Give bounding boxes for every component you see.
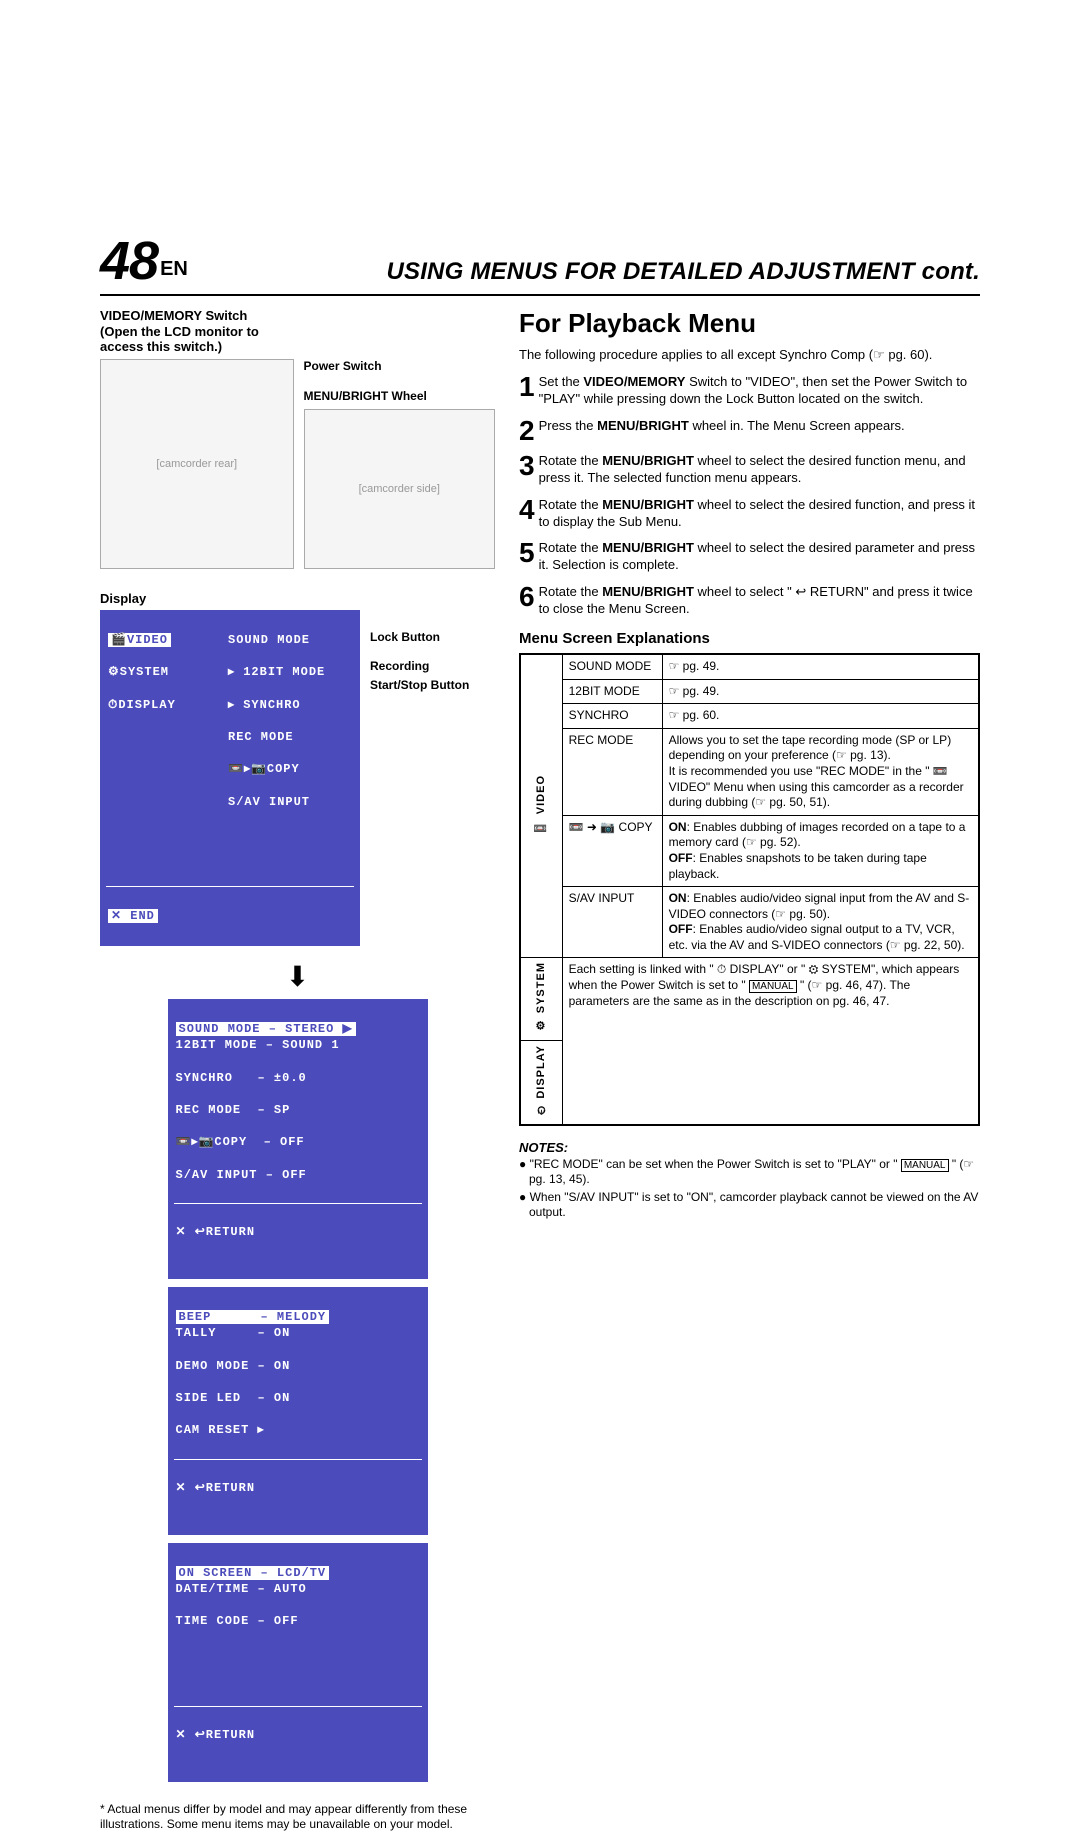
footnote: * Actual menus differ by model and may a… — [100, 1802, 495, 1832]
steps-list: 1 Set the VIDEO/MEMORY Switch to "VIDEO"… — [519, 374, 980, 618]
display-side-label: ⏱ DISPLAY — [520, 1041, 562, 1125]
table-row-value: Allows you to set the tape recording mod… — [662, 728, 979, 815]
table-row-key: SYNCHRO — [562, 704, 662, 729]
table-row-value: ☞ pg. 60. — [662, 704, 979, 729]
menu-screen-4: ON SCREEN – LCD/TV DATE/TIME – AUTO TIME… — [168, 1543, 428, 1782]
page-number: 48 — [100, 230, 158, 292]
recording-label: Recording — [370, 657, 469, 676]
video-side-label: 📼 VIDEO — [520, 654, 562, 958]
start-stop-label: Start/Stop Button — [370, 676, 469, 695]
table-row-key: S/AV INPUT — [562, 887, 662, 958]
left-column: VIDEO/MEMORY Switch (Open the LCD monito… — [100, 308, 495, 1832]
step-4: 4 Rotate the MENU/BRIGHT wheel to select… — [519, 497, 980, 531]
display-label: Display — [100, 591, 495, 606]
table-row-key: 📼 ➜ 📷 COPY — [562, 815, 662, 886]
menu-screen-2: SOUND MODE – STEREO ▶ 12BIT MODE – SOUND… — [168, 999, 428, 1279]
playback-heading: For Playback Menu — [519, 308, 980, 339]
note-2: ● When "S/AV INPUT" is set to "ON", camc… — [519, 1190, 980, 1221]
power-switch-label: Power Switch — [304, 359, 496, 373]
menu-screen-1: 🎬VIDEOSOUND MODE ⚙SYSTEM▸ 12BIT MODE ⏱DI… — [100, 610, 360, 946]
table-row-value: ON: Enables audio/video signal input fro… — [662, 887, 979, 958]
lock-button-label: Lock Button — [370, 628, 469, 647]
system-display-text: Each setting is linked with " ⏱ DISPLAY"… — [562, 958, 979, 1125]
step-5: 5 Rotate the MENU/BRIGHT wheel to select… — [519, 540, 980, 574]
camcorder-illustration-left: [camcorder rear] — [100, 359, 294, 569]
table-row-key: 12BIT MODE — [562, 679, 662, 704]
table-row-key: SOUND MODE — [562, 654, 662, 679]
camcorder-illustration-right: [camcorder side] — [304, 409, 496, 569]
menu-bright-wheel-label: MENU/BRIGHT Wheel — [304, 389, 496, 403]
step-2: 2 Press the MENU/BRIGHT wheel in. The Me… — [519, 418, 980, 443]
note-1: ● "REC MODE" can be set when the Power S… — [519, 1157, 980, 1188]
page-header: 48 EN USING MENUS FOR DETAILED ADJUSTMEN… — [100, 230, 980, 296]
switch-label: VIDEO/MEMORY Switch (Open the LCD monito… — [100, 308, 495, 355]
notes-list: ● "REC MODE" can be set when the Power S… — [519, 1157, 980, 1221]
menu-explanations-table: 📼 VIDEOSOUND MODE☞ pg. 49.12BIT MODE☞ pg… — [519, 653, 980, 1126]
step-1: 1 Set the VIDEO/MEMORY Switch to "VIDEO"… — [519, 374, 980, 408]
table-row-value: ☞ pg. 49. — [662, 679, 979, 704]
right-column: For Playback Menu The following procedur… — [519, 308, 980, 1832]
step-6: 6 Rotate the MENU/BRIGHT wheel to select… — [519, 584, 980, 618]
menu-explanations-heading: Menu Screen Explanations — [519, 630, 980, 647]
menu-screen-3: BEEP – MELODY TALLY – ON DEMO MODE – ON … — [168, 1287, 428, 1535]
arrow-down-icon: ⬇ — [100, 960, 495, 993]
notes-heading: NOTES: — [519, 1140, 980, 1155]
page-lang: EN — [160, 258, 188, 281]
system-side-label: ⚙ SYSTEM — [520, 958, 562, 1041]
intro-text: The following procedure applies to all e… — [519, 347, 980, 364]
step-3: 3 Rotate the MENU/BRIGHT wheel to select… — [519, 453, 980, 487]
table-row-key: REC MODE — [562, 728, 662, 815]
header-title: USING MENUS FOR DETAILED ADJUSTMENT cont… — [386, 258, 980, 286]
table-row-value: ☞ pg. 49. — [662, 654, 979, 679]
table-row-value: ON: Enables dubbing of images recorded o… — [662, 815, 979, 886]
